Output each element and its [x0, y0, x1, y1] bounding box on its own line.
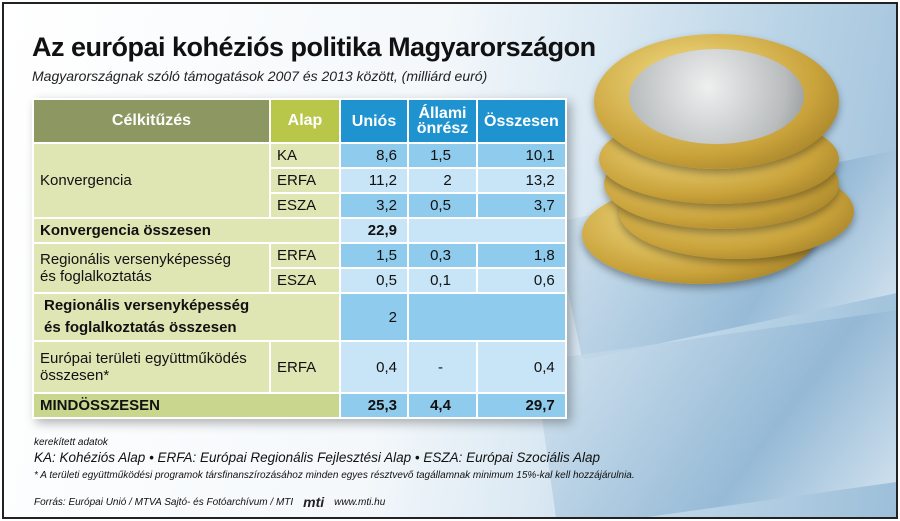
value-cell: 1,8	[476, 242, 567, 269]
value-cell: 0,1	[407, 267, 478, 294]
table-header: Célkitűzés Alap Uniós Állami önrész Össze…	[32, 98, 567, 144]
table-row-subtotal: Konvergencia összesen 22,9	[32, 217, 567, 244]
row-label: Európai területi együttműködés összesen*	[32, 340, 271, 394]
value-cell: 4,4	[407, 392, 478, 419]
value-cell: 10,1	[476, 142, 567, 169]
col-header-celkituzes: Célkitűzés	[32, 98, 271, 144]
label-line: és foglalkoztatás	[40, 268, 152, 285]
source-text: Forrás: Európai Unió / MTVA Sajtó- és Fo…	[34, 496, 294, 508]
value-cell: 2	[407, 167, 478, 194]
website-link[interactable]: www.mti.hu	[334, 496, 386, 508]
header-line: Állami	[418, 105, 467, 122]
table-row: Konvergencia KA 8,6 1,5 10,1	[32, 142, 567, 219]
mti-logo: mti	[303, 494, 325, 510]
subtitle: Magyarországnak szóló támogatások 2007 é…	[32, 68, 488, 84]
table-row: Regionális versenyképesség és foglalkozta…	[32, 242, 567, 294]
label-line: és foglalkoztatás összesen	[44, 319, 237, 336]
row-label: Regionális versenyképesség és foglalkozta…	[32, 292, 341, 342]
value-cell: 3,7	[476, 192, 567, 219]
col-header-unios: Uniós	[339, 98, 409, 144]
fund-cell: ESZA	[269, 192, 341, 219]
header-line: önrész	[416, 120, 469, 137]
col-header-osszesen: Összesen	[476, 98, 567, 144]
data-table: Célkitűzés Alap Uniós Állami önrész Össze…	[32, 98, 567, 419]
abbreviation-legend: KA: Kohéziós Alap • ERFA: Európai Region…	[34, 450, 600, 465]
table-row: ESZA 3,2 0,5 3,7	[33, 192, 567, 219]
value-cell: 29,7	[476, 392, 567, 419]
row-label: MINDÖSSZESEN	[32, 392, 341, 419]
table-row: ERFA 11,2 2 13,2	[33, 167, 567, 194]
col-header-allami-onresz: Állami önrész	[407, 98, 478, 144]
empty-cell	[407, 217, 567, 244]
table-row: Európai területi együttműködés összesen* …	[32, 340, 567, 394]
col-header-alap: Alap	[269, 98, 341, 144]
value-cell: 22,9	[339, 217, 409, 244]
value-cell: 0,4	[339, 340, 409, 394]
value-cell: 3,2	[339, 192, 409, 219]
page-title: Az európai kohéziós politika Magyarorszá…	[32, 32, 596, 62]
value-cell: 25,3	[339, 392, 409, 419]
fund-cell: ERFA	[269, 242, 341, 269]
row-label: Regionális versenyképesség és foglalkozta…	[32, 242, 271, 294]
value-cell: 8,6	[339, 142, 409, 169]
value-cell: 0,6	[476, 267, 567, 294]
value-cell: 0,5	[407, 192, 478, 219]
table-row-total: MINDÖSSZESEN 25,3 4,4 29,7	[32, 392, 567, 419]
value-cell: 11,2	[339, 167, 409, 194]
rounded-note: kerekített adatok	[34, 437, 108, 448]
label-line: Európai területi együttműködés	[40, 350, 247, 367]
fund-cell: ERFA	[269, 340, 341, 394]
label-line: Regionális versenyképesség	[40, 251, 231, 268]
value-cell: 1,5	[339, 242, 409, 269]
table-row: ESZA 0,5 0,1 0,6	[33, 267, 567, 294]
value-cell: 0,4	[476, 340, 567, 394]
footnote: * A területi együttműködési programok tá…	[34, 470, 635, 481]
label-line: összesen*	[40, 367, 110, 384]
empty-cell	[407, 292, 567, 342]
source-line: Forrás: Európai Unió / MTVA Sajtó- és Fo…	[34, 494, 385, 510]
fund-cell: KA	[269, 142, 341, 169]
table-row-subtotal: Regionális versenyképesség és foglalkozta…	[32, 292, 567, 342]
row-label: Konvergencia összesen	[32, 217, 341, 244]
value-cell: 2	[339, 292, 409, 342]
value-cell: -	[407, 340, 478, 394]
fund-cell: ESZA	[269, 267, 341, 294]
value-cell: 1,5	[407, 142, 478, 169]
value-cell: 0,5	[339, 267, 409, 294]
value-cell: 0,3	[407, 242, 478, 269]
fund-cell: ERFA	[269, 167, 341, 194]
row-label: Konvergencia	[32, 142, 271, 219]
label-line: Regionális versenyképesség	[44, 297, 250, 314]
value-cell: 13,2	[476, 167, 567, 194]
